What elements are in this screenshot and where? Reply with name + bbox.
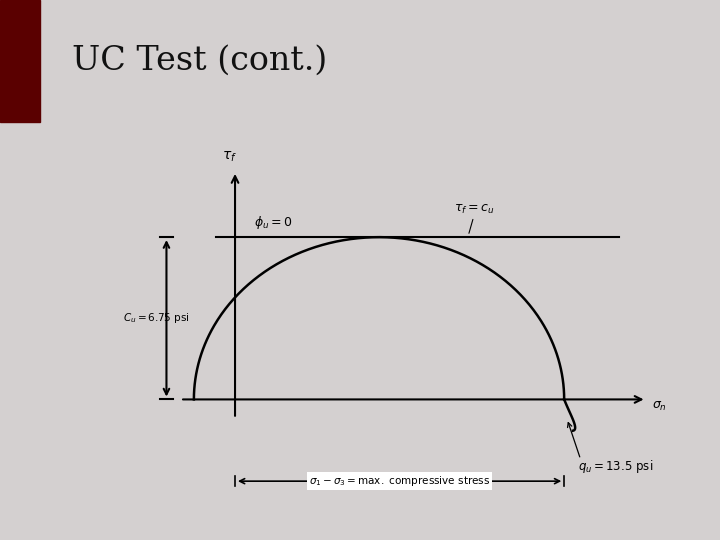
- Bar: [0, 0, 40, 122]
- Text: $\sigma_1 - \sigma_3 = \mathrm{max.\ compressive\ stress}$: $\sigma_1 - \sigma_3 = \mathrm{max.\ com…: [309, 474, 490, 488]
- Text: $q_u = 13.5\ \mathrm{psi}$: $q_u = 13.5\ \mathrm{psi}$: [578, 458, 653, 475]
- Text: $\tau_f$: $\tau_f$: [222, 150, 237, 164]
- Text: $\phi_u = 0$: $\phi_u = 0$: [254, 214, 293, 231]
- Text: $\tau_f = c_u$: $\tau_f = c_u$: [454, 202, 495, 215]
- Text: $C_u = 6.75\ \mathrm{psi}$: $C_u = 6.75\ \mathrm{psi}$: [122, 311, 189, 325]
- Text: UC Test (cont.): UC Test (cont.): [72, 45, 328, 77]
- Text: $\sigma_n$: $\sigma_n$: [652, 400, 667, 413]
